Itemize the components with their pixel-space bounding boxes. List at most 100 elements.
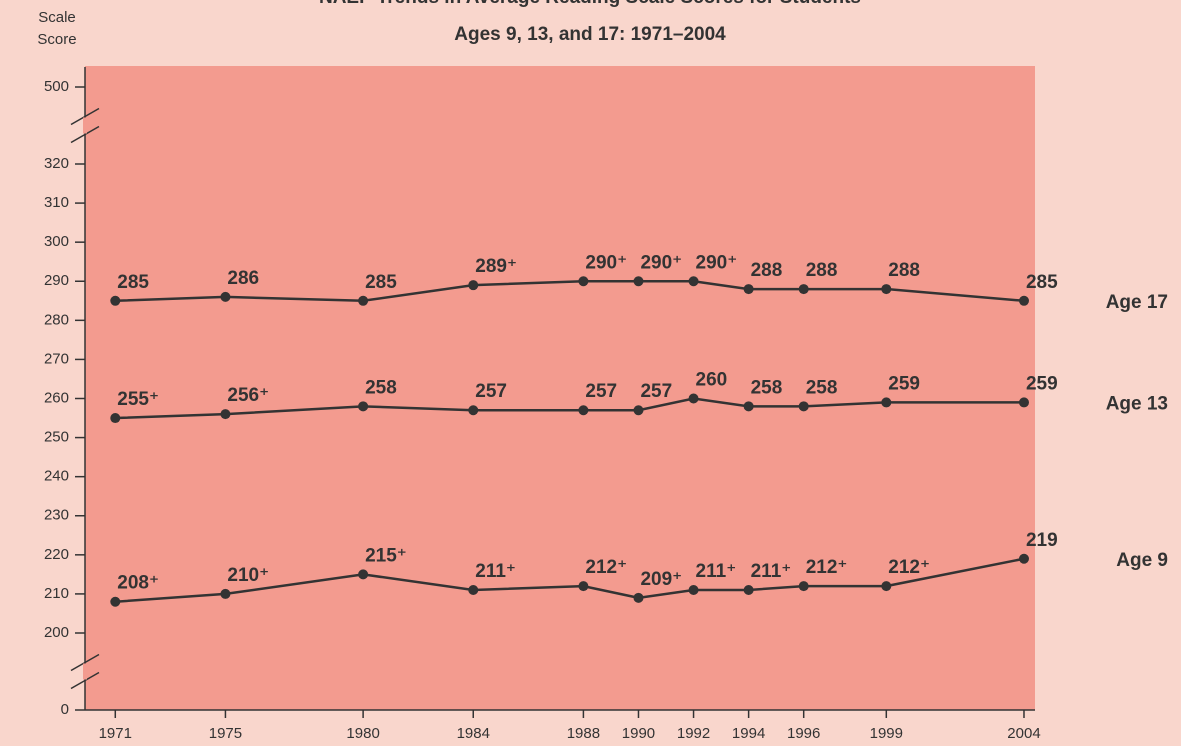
- data-point: [743, 401, 754, 412]
- data-point: [220, 409, 231, 420]
- data-point: [220, 588, 231, 599]
- axis-break-gap: [83, 117, 87, 134]
- chart-subtitle: Ages 9, 13, and 17: 1971–2004: [454, 24, 726, 45]
- data-point: [468, 280, 479, 291]
- data-label: 257: [475, 381, 507, 402]
- data-point: [798, 581, 809, 592]
- y-tick-label: 220: [44, 546, 69, 563]
- data-label: 285: [365, 272, 397, 293]
- axis-break: [70, 653, 100, 672]
- data-label: 289⁺: [475, 256, 517, 277]
- data-label: 212⁺: [806, 557, 848, 578]
- data-label: 258: [751, 377, 783, 398]
- data-point: [110, 413, 121, 424]
- axis-break: [70, 107, 100, 126]
- data-label: 209⁺: [640, 569, 682, 590]
- x-tick-label: 1971: [99, 725, 132, 742]
- data-label: 285: [1026, 272, 1058, 293]
- y-tick-label: 240: [44, 468, 69, 485]
- data-label: 208⁺: [117, 573, 159, 594]
- data-point: [633, 405, 644, 416]
- x-tick-label: 1984: [457, 725, 490, 742]
- data-point: [688, 276, 699, 287]
- data-label: 259: [1026, 373, 1058, 394]
- y-tick-label: 290: [44, 272, 69, 289]
- data-point: [468, 585, 479, 596]
- data-point: [688, 585, 699, 596]
- data-point: [1018, 397, 1029, 408]
- data-label: 260: [696, 370, 728, 391]
- data-point: [220, 291, 231, 302]
- data-label: 286: [227, 268, 259, 289]
- data-label: 255⁺: [117, 389, 159, 410]
- axis-break: [70, 671, 100, 690]
- series-label: Age 17: [1106, 292, 1168, 313]
- y-axis-label: Score: [37, 31, 76, 48]
- y-tick-label: 300: [44, 233, 69, 250]
- data-point: [578, 405, 589, 416]
- data-label: 257: [640, 381, 672, 402]
- data-label: 290⁺: [640, 252, 682, 273]
- x-tick-label: 2004: [1007, 725, 1040, 742]
- y-tick-label: 310: [44, 194, 69, 211]
- data-label: 290⁺: [585, 252, 627, 273]
- data-point: [578, 276, 589, 287]
- y-tick-label: 200: [44, 624, 69, 641]
- data-point: [798, 401, 809, 412]
- data-label: 285: [117, 272, 149, 293]
- chart-title: NAEP Trends in Average Reading Scale Sco…: [319, 0, 861, 8]
- data-point: [1018, 553, 1029, 564]
- data-label: 210⁺: [227, 565, 269, 586]
- data-label: 288: [888, 260, 920, 281]
- data-label: 212⁺: [585, 557, 627, 578]
- data-point: [578, 581, 589, 592]
- y-tick-label: 260: [44, 389, 69, 406]
- data-label: 211⁺: [696, 561, 737, 582]
- axis-break: [70, 125, 100, 144]
- data-point: [798, 284, 809, 295]
- data-label: 288: [751, 260, 783, 281]
- y-tick-label: 500: [44, 78, 69, 95]
- data-label: 211⁺: [475, 561, 516, 582]
- x-tick-label: 1992: [677, 725, 710, 742]
- data-point: [110, 596, 121, 607]
- y-tick-label: 210: [44, 585, 69, 602]
- x-tick-label: 1996: [787, 725, 820, 742]
- data-point: [358, 401, 369, 412]
- data-label: 258: [806, 377, 838, 398]
- x-tick-label: 1980: [346, 725, 379, 742]
- x-tick-label: 1975: [209, 725, 242, 742]
- data-label: 257: [585, 381, 617, 402]
- data-point: [881, 581, 892, 592]
- x-tick-label: 1994: [732, 725, 765, 742]
- data-point: [688, 393, 699, 404]
- data-point: [1018, 295, 1029, 306]
- data-point: [110, 295, 121, 306]
- data-label: 219: [1026, 530, 1058, 551]
- series-label: Age 9: [1116, 550, 1168, 571]
- y-tick-label: 320: [44, 155, 69, 172]
- data-label: 256⁺: [227, 385, 269, 406]
- y-tick-label: 250: [44, 429, 69, 446]
- data-point: [468, 405, 479, 416]
- data-point: [633, 276, 644, 287]
- data-point: [881, 397, 892, 408]
- series-label: Age 13: [1106, 393, 1168, 414]
- data-point: [358, 569, 369, 580]
- y-tick-label: 0: [61, 701, 69, 718]
- data-label: 258: [365, 377, 397, 398]
- data-label: 288: [806, 260, 838, 281]
- y-tick-label: 270: [44, 350, 69, 367]
- y-tick-label: 230: [44, 507, 69, 524]
- data-point: [881, 284, 892, 295]
- x-tick-label: 1999: [870, 725, 903, 742]
- data-label: 259: [888, 373, 920, 394]
- data-label: 211⁺: [751, 561, 792, 582]
- axis-break-gap: [83, 663, 87, 680]
- data-label: 212⁺: [888, 557, 930, 578]
- data-label: 290⁺: [696, 252, 738, 273]
- data-point: [743, 585, 754, 596]
- x-tick-label: 1990: [622, 725, 655, 742]
- data-point: [743, 284, 754, 295]
